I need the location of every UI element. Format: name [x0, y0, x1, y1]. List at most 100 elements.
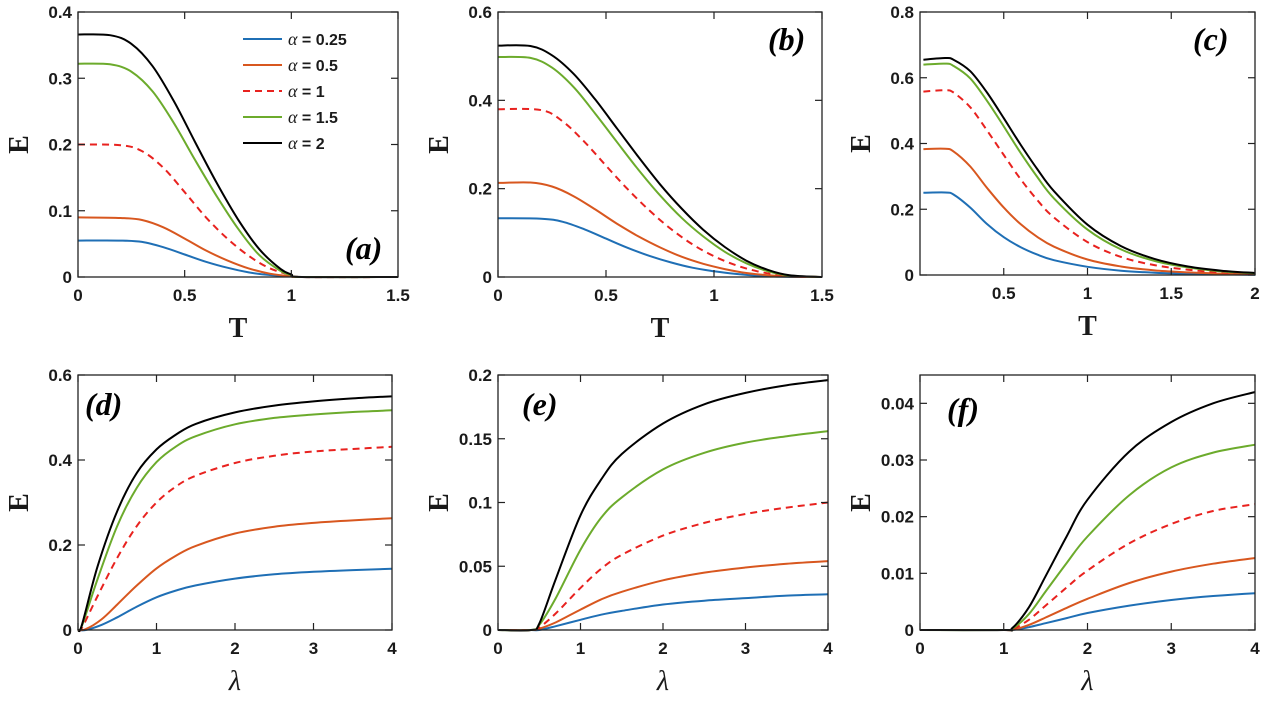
x-tick-label: 0.5: [992, 284, 1016, 303]
series-line-alpha-0-5: [497, 181, 823, 278]
series-line-alpha-0-5: [920, 557, 1256, 632]
series-line-alpha-1: [77, 445, 393, 632]
panel-label: (f): [947, 391, 979, 427]
x-tick-label: 4: [387, 639, 397, 658]
x-tick-label: 0.5: [173, 286, 197, 305]
panel-label: (b): [768, 21, 805, 57]
x-tick-label: 1.5: [810, 286, 834, 305]
legend-label-alpha-0-25: α = 0.25: [288, 29, 347, 49]
legend-value: = 1: [297, 84, 324, 101]
x-tick-label: 3: [741, 639, 750, 658]
y-axis-title: E: [4, 135, 35, 154]
series-line-alpha-1-5: [77, 409, 393, 632]
y-tick-label: 0.1: [468, 494, 492, 513]
legend-symbol: α: [288, 55, 298, 75]
panel-c: 0.5 1 1.5 2 0 0.2 0.4 0.6 0.8 T E (c): [846, 3, 1260, 342]
y-tick-label: 0.02: [881, 508, 914, 527]
y-tick-label: 0.4: [890, 135, 914, 154]
x-tick-label: 0: [73, 286, 82, 305]
series-line-alpha-1: [497, 501, 829, 632]
y-tick-label: 0.04: [881, 394, 915, 413]
y-axis-title: E: [846, 134, 877, 153]
x-tick-label: 2: [658, 639, 667, 658]
series-line-alpha-0-5: [923, 147, 1256, 276]
x-tick-label: 1: [999, 639, 1008, 658]
x-tick-label: 4: [823, 639, 833, 658]
y-tick-label: 0: [905, 621, 914, 640]
y-tick-label: 0.03: [881, 451, 914, 470]
series-line-alpha-1-5: [923, 62, 1256, 275]
x-tick-label: 3: [1167, 639, 1176, 658]
y-axis-title: E: [424, 135, 455, 154]
y-tick-label: 0.6: [890, 69, 914, 88]
x-tick-label: 1: [576, 639, 585, 658]
legend-label-alpha-1: α = 1: [288, 81, 325, 101]
y-tick-label: 0.2: [48, 136, 72, 155]
x-axis-title: T: [651, 313, 670, 344]
legend-value: = 1.5: [297, 110, 338, 127]
legend-value: = 2: [297, 136, 324, 153]
y-tick-label: 0: [905, 266, 914, 285]
x-tick-label: 0: [493, 286, 502, 305]
panel-b: 0 0.5 1 1.5 0 0.2 0.4 0.6 T E (b): [424, 3, 834, 344]
panel-f: 0 1 2 3 4 0 0.01 0.02 0.03 0.04 λ E (f): [846, 374, 1260, 697]
panel-label: (e): [522, 386, 558, 422]
x-tick-label: 4: [1250, 639, 1260, 658]
y-axis-title: E: [424, 493, 455, 512]
series-line-alpha-2: [497, 44, 823, 278]
y-tick-label: 0: [483, 268, 492, 287]
series-line-alpha-1-5: [497, 55, 823, 278]
y-tick-label: 0.2: [468, 366, 492, 385]
legend-symbol: α: [288, 81, 298, 101]
panel-label: (c): [1193, 21, 1229, 57]
panel-e: 0 1 2 3 4 0 0.05 0.1 0.15 0.2 λ E (e): [424, 366, 833, 697]
y-tick-label: 0.6: [48, 366, 72, 385]
x-axis-title: λ: [656, 666, 669, 697]
y-tick-label: 0.4: [468, 91, 492, 110]
panel-d: 0 1 2 3 4 0 0.2 0.4 0.6 λ E (d): [4, 366, 397, 697]
series-line-alpha-2: [923, 56, 1256, 274]
series-line-alpha-2: [497, 379, 829, 632]
legend-symbol: α: [288, 107, 298, 127]
y-tick-label: 0.3: [48, 69, 72, 88]
x-tick-label: 2: [1083, 639, 1092, 658]
legend-value: = 0.5: [297, 58, 338, 75]
y-tick-label: 0: [483, 621, 492, 640]
series-line-alpha-1: [497, 107, 823, 278]
series-line-alpha-0-25: [923, 191, 1256, 276]
y-axis-title: E: [4, 493, 35, 512]
x-tick-label: 0: [493, 639, 502, 658]
x-tick-label: 1: [709, 286, 718, 305]
y-tick-label: 0.05: [459, 557, 492, 576]
y-tick-label: 0: [63, 621, 72, 640]
x-tick-label: 2: [230, 639, 239, 658]
legend-symbol: α: [288, 133, 298, 153]
series-line-alpha-2: [77, 395, 393, 633]
x-axis-title: λ: [228, 666, 241, 697]
y-tick-label: 0.6: [468, 3, 492, 22]
x-axis-title: T: [1078, 311, 1097, 342]
legend-label-alpha-2: α = 2: [288, 133, 325, 153]
x-tick-label: 1.5: [386, 286, 410, 305]
y-tick-label: 0.1: [48, 202, 72, 221]
x-axis-title: λ: [1080, 666, 1093, 697]
series-line-alpha-1-5: [919, 443, 1256, 632]
legend-label-alpha-1-5: α = 1.5: [288, 107, 338, 127]
y-tick-label: 0.2: [48, 536, 72, 555]
x-axis-title: T: [229, 313, 248, 344]
legend-symbol: α: [288, 29, 298, 49]
series-line-alpha-1: [923, 89, 1256, 275]
y-tick-label: 0.4: [48, 451, 72, 470]
y-axis-title: E: [846, 493, 877, 512]
y-tick-label: 0.2: [890, 200, 914, 219]
x-tick-label: 1: [152, 639, 161, 658]
legend: α = 0.25α = 0.5α = 1α = 1.5α = 2: [243, 29, 347, 153]
x-tick-label: 3: [309, 639, 318, 658]
panel-a: 0 0.5 1 1.500.10.20.30.4TE(a)α = 0.25α = 0.…: [4, 3, 410, 344]
plot-frame: [497, 11, 823, 278]
x-tick-label: 0: [915, 639, 924, 658]
series-line-alpha-0-5: [77, 517, 393, 632]
panel-label: (a): [345, 230, 382, 266]
x-tick-label: 2: [1250, 284, 1259, 303]
